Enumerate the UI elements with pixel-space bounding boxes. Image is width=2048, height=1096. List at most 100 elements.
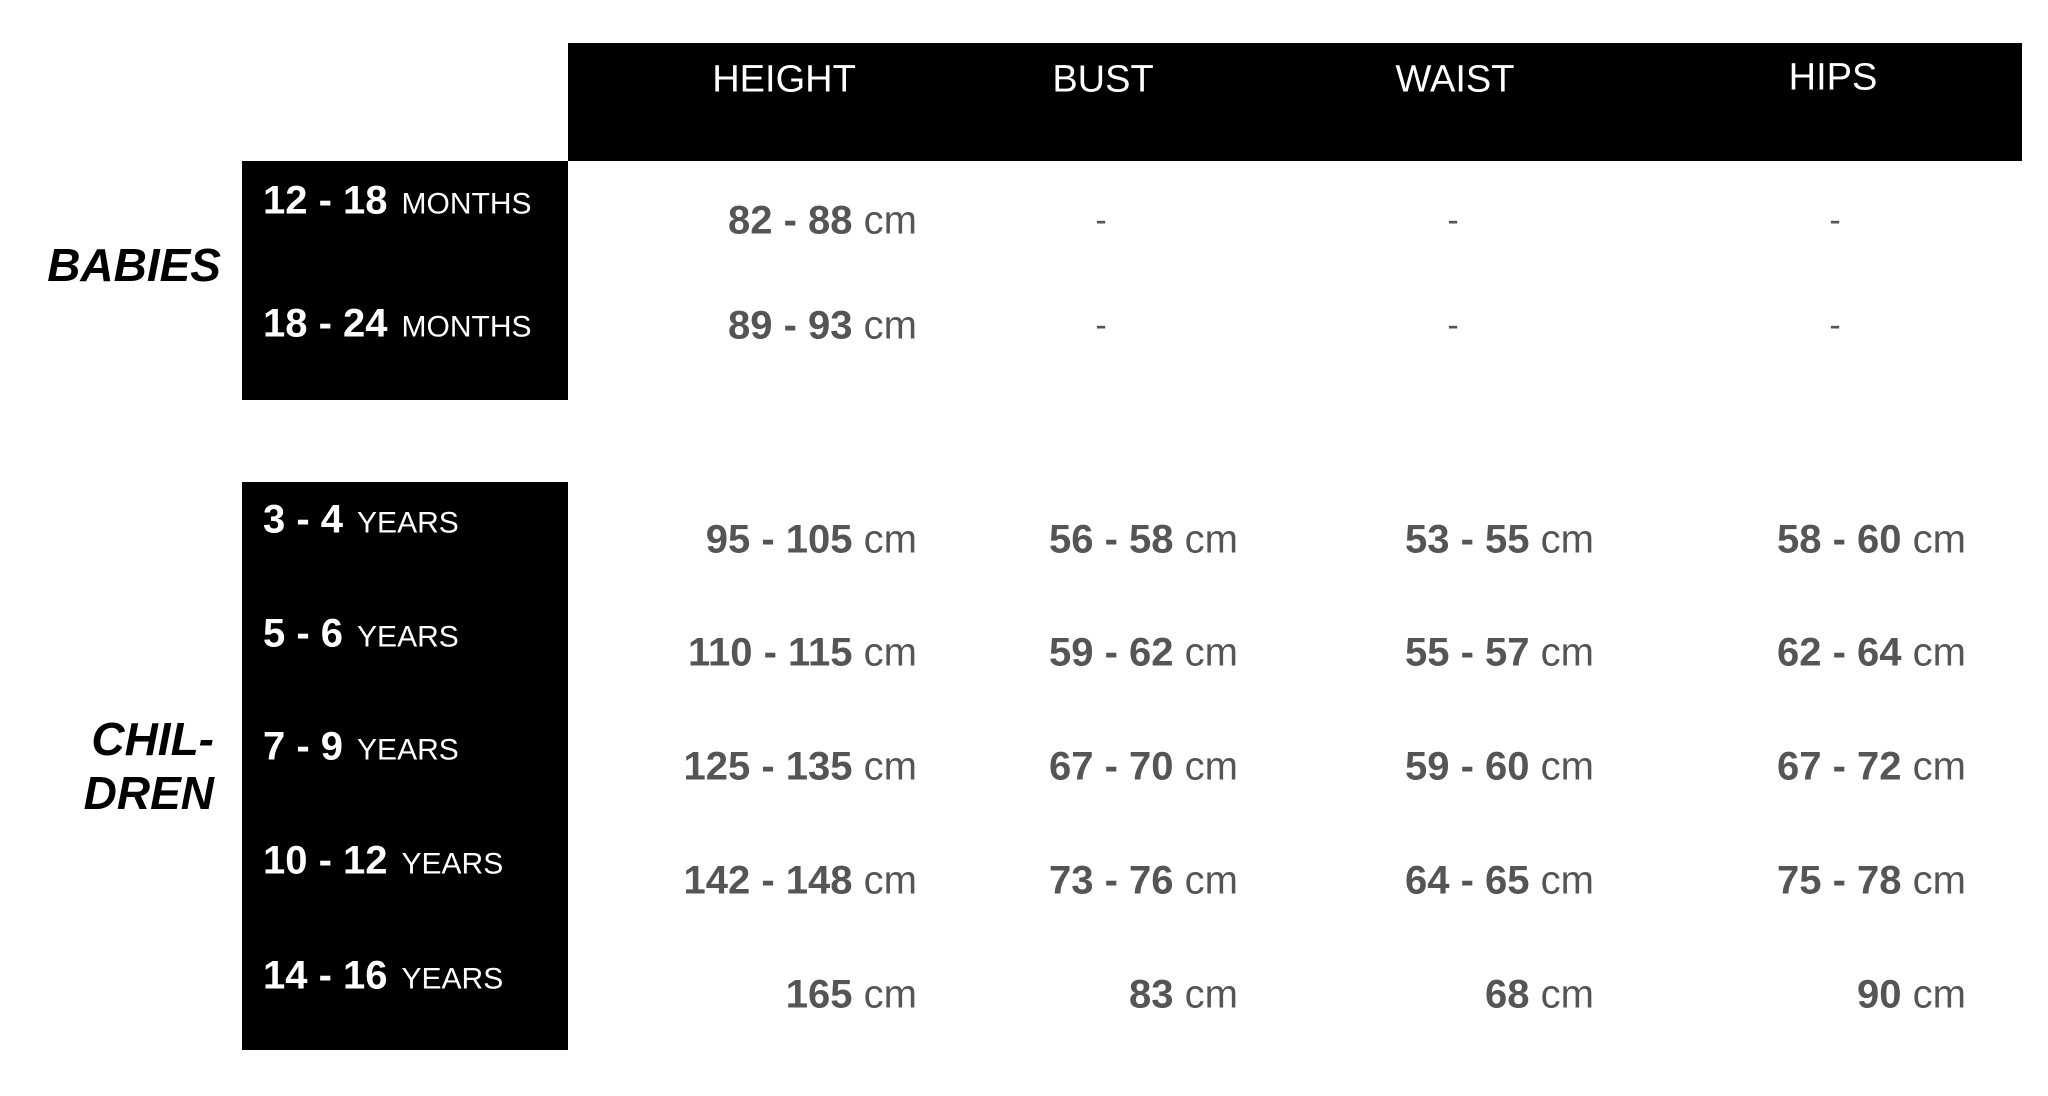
value-unit: cm: [863, 972, 917, 1017]
measurement-value: 58 - 60 cm: [1777, 518, 1966, 563]
group-label-children-2: DREN: [83, 767, 214, 819]
header-bar: [568, 43, 2022, 161]
measurement-value: 75 - 78 cm: [1777, 859, 1966, 904]
value-unit: cm: [863, 744, 917, 789]
group-label-babies: BABIES: [47, 239, 221, 291]
babies-label-block: [242, 161, 568, 400]
column-header-hips: HIPS: [1788, 56, 1878, 99]
column-header-bust: BUST: [1052, 58, 1154, 101]
value-unit: cm: [863, 303, 917, 348]
value-unit: cm: [863, 858, 917, 903]
value-number: 89 - 93: [728, 303, 853, 348]
value-number: 110 - 115: [687, 630, 853, 675]
size-label: 10 - 12 YEARS: [263, 839, 503, 884]
size-range: 3 - 4: [263, 497, 344, 542]
size-label: 14 - 16 YEARS: [263, 954, 503, 999]
size-unit: YEARS: [357, 733, 459, 767]
value-unit: cm: [1540, 972, 1594, 1017]
measurement-value: 67 - 70 cm: [1049, 745, 1238, 790]
measurement-value: 142 - 148 cm: [684, 859, 917, 904]
measurement-value: 56 - 58 cm: [1049, 518, 1238, 563]
value-number: 165: [785, 972, 853, 1017]
value-unit: cm: [1912, 517, 1966, 562]
measurement-value: 89 - 93 cm: [728, 304, 917, 349]
value-unit: cm: [1540, 630, 1594, 675]
value-number: 73 - 76: [1049, 858, 1174, 903]
value-number: 55 - 57: [1405, 630, 1530, 675]
size-range: 12 - 18: [263, 178, 388, 223]
measurement-value: 82 - 88 cm: [728, 199, 917, 244]
size-label: 7 - 9 YEARS: [263, 725, 459, 770]
empty-value: -: [1095, 201, 1107, 240]
measurement-value: 53 - 55 cm: [1405, 518, 1594, 563]
size-range: 18 - 24: [263, 301, 388, 346]
size-unit: YEARS: [401, 847, 504, 881]
size-range: 10 - 12: [263, 838, 388, 883]
size-unit: YEARS: [357, 620, 459, 654]
measurement-value: 59 - 62 cm: [1049, 631, 1238, 676]
empty-value: -: [1447, 201, 1459, 240]
value-unit: cm: [1540, 744, 1594, 789]
value-unit: cm: [1184, 517, 1238, 562]
empty-value: -: [1095, 306, 1107, 345]
empty-value: -: [1829, 201, 1841, 240]
value-number: 83: [1129, 972, 1174, 1017]
measurement-value: 95 - 105 cm: [706, 518, 917, 563]
measurement-value: 59 - 60 cm: [1405, 745, 1594, 790]
size-label: 5 - 6 YEARS: [263, 612, 459, 657]
size-label: 12 - 18 MONTHS: [263, 179, 532, 224]
value-number: 142 - 148: [683, 858, 853, 903]
size-unit: MONTHS: [401, 187, 532, 221]
value-number: 58 - 60: [1777, 517, 1902, 562]
value-number: 95 - 105: [705, 517, 853, 562]
size-range: 14 - 16: [263, 953, 388, 998]
value-unit: cm: [1184, 858, 1238, 903]
value-unit: cm: [1912, 744, 1966, 789]
measurement-value: 68 cm: [1485, 973, 1594, 1018]
value-number: 53 - 55: [1405, 517, 1530, 562]
group-label-children-1: CHIL-: [91, 713, 214, 765]
size-label: 3 - 4 YEARS: [263, 498, 459, 543]
size-unit: YEARS: [401, 962, 504, 996]
measurement-value: 73 - 76 cm: [1049, 859, 1238, 904]
value-unit: cm: [1912, 630, 1966, 675]
value-unit: cm: [863, 517, 917, 562]
measurement-value: 125 - 135 cm: [684, 745, 917, 790]
value-number: 67 - 72: [1777, 744, 1902, 789]
value-number: 75 - 78: [1777, 858, 1902, 903]
measurement-value: 90 cm: [1857, 973, 1966, 1018]
value-unit: cm: [1184, 630, 1238, 675]
measurement-value: 83 cm: [1129, 973, 1238, 1018]
size-unit: MONTHS: [401, 310, 532, 344]
measurement-value: 67 - 72 cm: [1777, 745, 1966, 790]
size-label: 18 - 24 MONTHS: [263, 302, 532, 347]
value-number: 82 - 88: [728, 198, 853, 243]
column-header-waist: WAIST: [1395, 58, 1515, 101]
value-unit: cm: [863, 198, 917, 243]
column-header-height: HEIGHT: [712, 58, 856, 101]
empty-value: -: [1447, 306, 1459, 345]
value-unit: cm: [863, 630, 917, 675]
size-unit: YEARS: [357, 506, 459, 540]
value-unit: cm: [1912, 972, 1966, 1017]
measurement-value: 64 - 65 cm: [1405, 859, 1594, 904]
value-number: 67 - 70: [1049, 744, 1174, 789]
value-number: 59 - 62: [1049, 630, 1174, 675]
value-number: 56 - 58: [1049, 517, 1174, 562]
value-unit: cm: [1184, 744, 1238, 789]
size-range: 7 - 9: [263, 724, 344, 769]
measurement-value: 55 - 57 cm: [1405, 631, 1594, 676]
size-range: 5 - 6: [263, 611, 344, 656]
value-unit: cm: [1540, 517, 1594, 562]
value-number: 59 - 60: [1405, 744, 1530, 789]
value-number: 64 - 65: [1405, 858, 1530, 903]
value-number: 125 - 135: [683, 744, 853, 789]
value-number: 90: [1857, 972, 1902, 1017]
children-label-block: [242, 482, 568, 1050]
value-number: 62 - 64: [1777, 630, 1902, 675]
value-number: 68: [1485, 972, 1530, 1017]
value-unit: cm: [1540, 858, 1594, 903]
measurement-value: 165 cm: [786, 973, 917, 1018]
measurement-value: 110 - 115 cm: [688, 631, 917, 676]
value-unit: cm: [1184, 972, 1238, 1017]
